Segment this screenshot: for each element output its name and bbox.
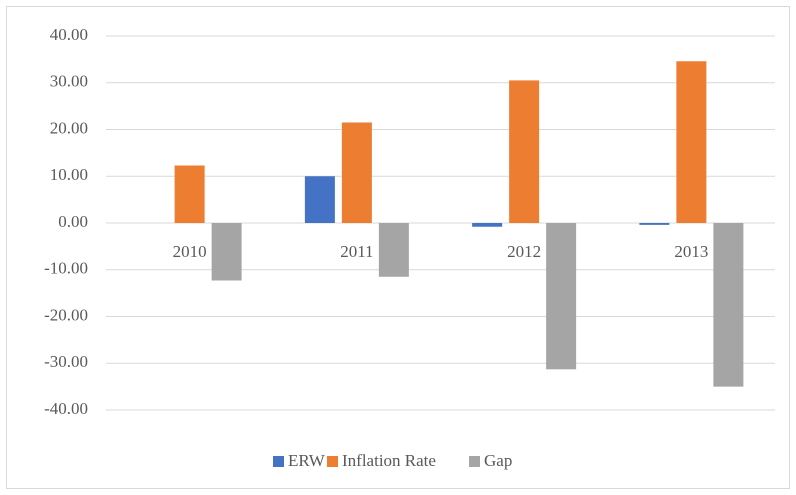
bar: [378, 223, 409, 277]
bar: [341, 122, 372, 223]
y-tick-label: 20.00: [50, 118, 88, 137]
x-tick-label: 2010: [173, 242, 207, 261]
bar: [509, 80, 540, 223]
bar: [304, 176, 335, 223]
legend-label: Inflation Rate: [342, 451, 436, 470]
legend-swatch: [469, 456, 480, 467]
bar: [546, 223, 577, 370]
bar: [676, 61, 707, 224]
y-tick-label: -40.00: [44, 399, 88, 418]
x-tick-label: 2013: [674, 242, 708, 261]
legend-label: ERW: [288, 451, 326, 470]
legend-label: Gap: [484, 451, 512, 470]
legend-swatch: [327, 456, 338, 467]
bar: [211, 223, 242, 281]
bar: [713, 223, 744, 387]
bar: [639, 223, 670, 225]
bar: [472, 223, 503, 227]
y-tick-label: 30.00: [50, 72, 88, 91]
x-tick-label: 2012: [507, 242, 541, 261]
x-tick-label: 2011: [340, 242, 373, 261]
y-tick-label: 0.00: [58, 212, 88, 231]
legend-swatch: [273, 456, 284, 467]
y-tick-label: -10.00: [44, 259, 88, 278]
bar: [174, 165, 205, 223]
y-tick-label: -30.00: [44, 352, 88, 371]
y-tick-label: -20.00: [44, 305, 88, 324]
y-tick-label: 40.00: [50, 25, 88, 44]
y-tick-label: 10.00: [50, 165, 88, 184]
